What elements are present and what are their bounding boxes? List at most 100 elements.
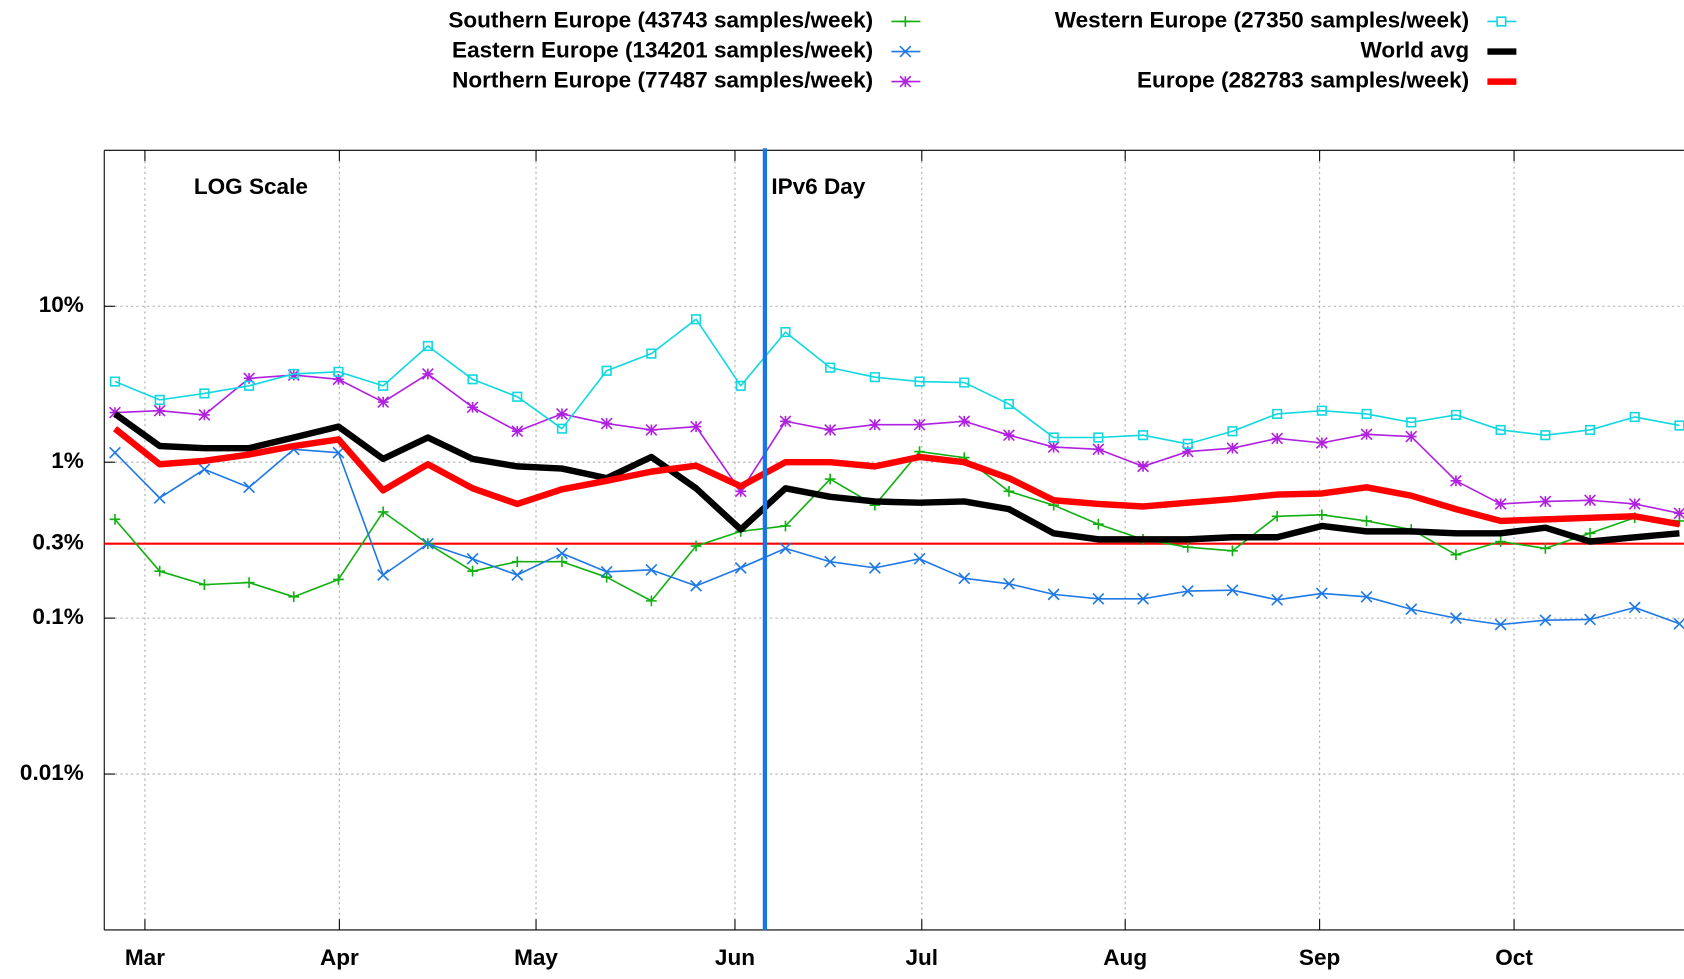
point-marker: [1628, 601, 1641, 614]
point-marker: [645, 595, 657, 607]
point-marker: [959, 377, 970, 388]
point-marker: [288, 591, 300, 603]
point-marker: [511, 556, 523, 568]
x-tick-label: Oct: [1495, 945, 1533, 970]
point-marker: [1361, 515, 1372, 527]
point-marker: [601, 571, 613, 583]
point-marker: [1495, 536, 1507, 547]
point-marker: [601, 365, 612, 376]
legend-label: Eastern Europe (134201 samples/week): [452, 37, 873, 62]
x-tick-label: Sep: [1299, 945, 1340, 970]
point-marker: [466, 401, 479, 414]
y-tick-label: 10%: [39, 292, 84, 317]
point-marker: [287, 369, 300, 382]
point-marker: [1092, 592, 1105, 605]
point-marker: [645, 424, 658, 436]
point-marker: [868, 561, 881, 574]
point-marker: [467, 565, 478, 577]
point-marker: [556, 407, 568, 420]
point-marker: [1047, 441, 1060, 454]
point-marker: [1182, 438, 1193, 450]
point-marker: [913, 552, 926, 565]
point-marker: [913, 418, 926, 431]
point-marker: [421, 537, 434, 550]
series-line: [114, 373, 1680, 515]
point-marker: [1450, 474, 1462, 487]
legend-label: Europe (282783 samples/week): [1137, 68, 1469, 93]
point-marker: [780, 326, 791, 338]
point-marker: [511, 569, 524, 581]
point-marker: [556, 556, 568, 568]
point-marker: [825, 362, 836, 373]
y-tick-label: 0.01%: [20, 760, 84, 785]
point-marker: [1450, 549, 1462, 561]
point-marker: [869, 372, 880, 383]
point-marker: [1494, 497, 1507, 510]
point-marker: [288, 368, 299, 380]
point-marker: [1629, 411, 1640, 423]
point-marker: [958, 415, 971, 428]
point-marker: [154, 565, 166, 577]
point-marker: [466, 552, 479, 565]
point-marker: [600, 565, 613, 578]
point-marker: [1405, 430, 1418, 443]
point-marker: [824, 424, 837, 436]
point-marker: [1093, 432, 1104, 443]
point-marker: [735, 380, 746, 391]
point-marker: [958, 572, 971, 585]
point-marker: [243, 577, 255, 588]
x-tick-label: Apr: [320, 945, 359, 970]
y-tick-label: 1%: [51, 448, 84, 473]
point-marker: [512, 391, 523, 402]
point-marker: [243, 481, 256, 494]
point-marker: [1271, 593, 1284, 606]
point-marker: [1227, 426, 1238, 437]
point-marker: [1673, 507, 1684, 520]
point-marker: [1047, 588, 1060, 601]
point-marker: [556, 547, 568, 560]
legend-marker: [899, 45, 912, 58]
point-marker: [1315, 587, 1328, 600]
point-marker: [153, 404, 166, 417]
point-marker: [1271, 432, 1284, 445]
point-marker: [734, 561, 747, 574]
point-marker: [199, 579, 210, 590]
point-marker: [1316, 509, 1328, 521]
point-marker: [690, 314, 702, 325]
point-marker: [824, 555, 837, 568]
legend-label: Southern Europe (43743 samples/week): [448, 7, 873, 32]
legend-marker: [1496, 16, 1507, 27]
point-marker: [1406, 417, 1417, 428]
legend-label: World avg: [1361, 37, 1470, 62]
point-marker: [1137, 430, 1149, 441]
point-marker: [1003, 429, 1015, 442]
x-tick-label: Aug: [1103, 945, 1147, 970]
point-marker: [421, 368, 434, 380]
point-marker: [690, 540, 702, 552]
point-marker: [1182, 541, 1194, 553]
point-marker: [1271, 510, 1283, 522]
point-marker: [690, 579, 703, 592]
point-marker: [1450, 612, 1462, 625]
point-marker: [109, 513, 121, 525]
point-marker: [914, 376, 925, 387]
point-marker: [1495, 424, 1506, 436]
point-marker: [1450, 409, 1462, 421]
point-marker: [377, 569, 390, 581]
point-marker: [332, 373, 345, 386]
point-marker: [1226, 584, 1239, 597]
point-marker: [1137, 592, 1149, 605]
legend-label: Northern Europe (77487 samples/week): [452, 68, 873, 93]
point-marker: [1181, 585, 1194, 598]
point-marker: [378, 380, 389, 391]
point-marker: [333, 574, 344, 585]
point-marker: [198, 463, 211, 476]
point-marker: [333, 366, 344, 377]
point-marker: [511, 425, 524, 438]
point-marker: [645, 563, 658, 576]
x-tick-label: Mar: [125, 945, 165, 970]
annotation: IPv6 Day: [771, 174, 865, 199]
point-marker: [1315, 436, 1328, 449]
